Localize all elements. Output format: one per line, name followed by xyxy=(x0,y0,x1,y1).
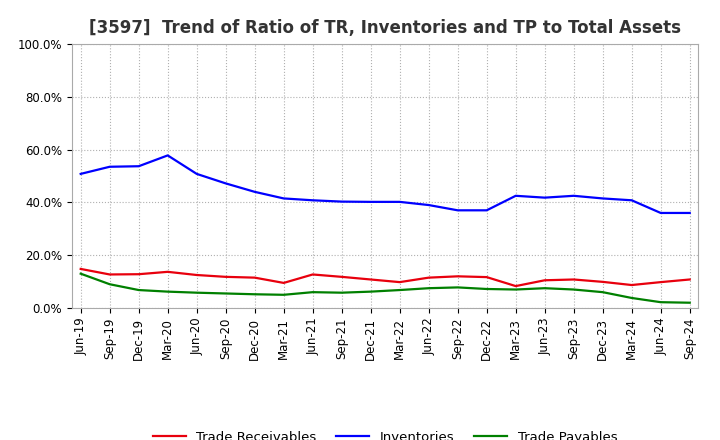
Trade Receivables xyxy=(221,274,230,279)
Trade Payables xyxy=(511,287,520,292)
Trade Receivables xyxy=(308,272,317,277)
Inventories xyxy=(598,196,607,201)
Trade Receivables xyxy=(454,274,462,279)
Legend: Trade Receivables, Inventories, Trade Payables: Trade Receivables, Inventories, Trade Pa… xyxy=(148,425,623,440)
Trade Payables xyxy=(366,289,375,294)
Trade Receivables xyxy=(135,271,143,277)
Trade Receivables xyxy=(366,277,375,282)
Trade Receivables xyxy=(251,275,259,280)
Inventories xyxy=(454,208,462,213)
Inventories xyxy=(685,210,694,216)
Trade Payables xyxy=(221,291,230,296)
Inventories xyxy=(395,199,404,205)
Trade Receivables xyxy=(511,283,520,289)
Trade Payables xyxy=(424,286,433,291)
Inventories xyxy=(482,208,491,213)
Trade Payables xyxy=(657,300,665,305)
Trade Receivables xyxy=(279,280,288,286)
Inventories xyxy=(657,210,665,216)
Trade Payables xyxy=(251,292,259,297)
Trade Receivables xyxy=(627,282,636,288)
Inventories xyxy=(308,198,317,203)
Trade Payables xyxy=(598,290,607,295)
Inventories xyxy=(163,153,172,158)
Inventories xyxy=(279,196,288,201)
Trade Receivables xyxy=(424,275,433,280)
Trade Payables xyxy=(105,282,114,287)
Trade Receivables xyxy=(685,277,694,282)
Inventories xyxy=(338,199,346,204)
Trade Payables xyxy=(570,287,578,292)
Trade Receivables xyxy=(338,274,346,279)
Trade Receivables xyxy=(541,278,549,283)
Inventories xyxy=(541,195,549,200)
Trade Payables xyxy=(482,286,491,292)
Trade Payables xyxy=(395,287,404,293)
Trade Receivables xyxy=(163,269,172,275)
Trade Payables xyxy=(76,271,85,276)
Trade Payables xyxy=(627,295,636,301)
Inventories xyxy=(76,171,85,176)
Trade Receivables xyxy=(395,279,404,285)
Trade Payables xyxy=(192,290,201,295)
Title: [3597]  Trend of Ratio of TR, Inventories and TP to Total Assets: [3597] Trend of Ratio of TR, Inventories… xyxy=(89,19,681,37)
Trade Payables xyxy=(279,292,288,297)
Trade Receivables xyxy=(657,279,665,285)
Trade Payables xyxy=(541,286,549,291)
Inventories xyxy=(424,202,433,208)
Trade Receivables xyxy=(76,266,85,271)
Trade Receivables xyxy=(192,272,201,278)
Inventories xyxy=(251,189,259,194)
Line: Trade Payables: Trade Payables xyxy=(81,274,690,303)
Inventories xyxy=(135,164,143,169)
Trade Payables xyxy=(163,289,172,294)
Inventories xyxy=(105,164,114,169)
Inventories xyxy=(511,193,520,198)
Line: Inventories: Inventories xyxy=(81,155,690,213)
Inventories xyxy=(192,171,201,176)
Inventories xyxy=(570,193,578,198)
Inventories xyxy=(627,198,636,203)
Trade Receivables xyxy=(570,277,578,282)
Trade Payables xyxy=(308,290,317,295)
Inventories xyxy=(221,181,230,186)
Trade Receivables xyxy=(598,279,607,285)
Trade Payables xyxy=(454,285,462,290)
Trade Receivables xyxy=(482,275,491,280)
Trade Payables xyxy=(338,290,346,295)
Inventories xyxy=(366,199,375,205)
Line: Trade Receivables: Trade Receivables xyxy=(81,269,690,286)
Trade Receivables xyxy=(105,272,114,277)
Trade Payables xyxy=(685,300,694,305)
Trade Payables xyxy=(135,287,143,293)
